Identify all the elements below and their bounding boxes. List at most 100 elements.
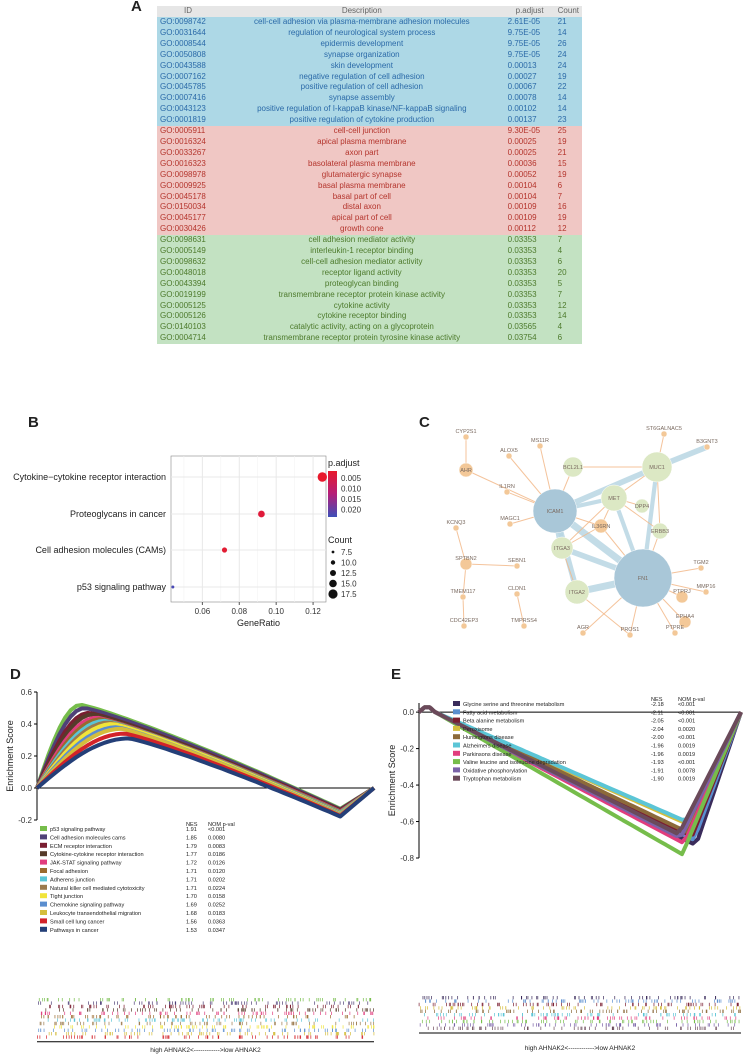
legend-swatch (40, 910, 47, 915)
legend-nes: -2.18 (651, 702, 664, 708)
legend-series-name: Cell adhesion molecules cams (50, 835, 126, 841)
cell-desc: distal axon (219, 202, 505, 214)
table-row: GO:0045177 apical part of cell 0.00109 19 (157, 213, 582, 225)
network-node (613, 548, 673, 608)
table-row: GO:0098631 cell adhesion mediator activit… (157, 235, 582, 247)
legend-series-name: ECM receptor interaction (50, 844, 112, 850)
gene-label: SPTBN2 (455, 556, 476, 562)
cell-count: 7 (554, 191, 582, 203)
cell-count: 25 (554, 126, 582, 137)
size-legend-dot (328, 589, 338, 599)
y-axis-title: Enrichment Score (5, 720, 15, 792)
legend-nes: 1.70 (186, 894, 197, 900)
cell-count: 6 (554, 256, 582, 268)
go-enrichment-table: ID Description p.adjust Count GO:0098742… (157, 6, 582, 345)
cell-id: GO:0043588 (157, 60, 219, 72)
network-node (641, 451, 673, 483)
size-legend-dot (330, 570, 336, 576)
header-id: ID (157, 6, 219, 17)
gene-label: MAGC1 (500, 516, 520, 522)
legend-series-name: Beta alanine metabolism (463, 719, 525, 725)
network-node (513, 590, 521, 598)
network-node (703, 443, 711, 451)
legend-nes: 1.69 (186, 903, 197, 909)
legend-nes: 1.71 (186, 877, 197, 883)
cell-count: 5 (554, 278, 582, 290)
network-node (697, 564, 705, 572)
y-tick-label: 0.0 (403, 708, 415, 717)
legend-pval: 0.0363 (208, 919, 225, 925)
cell-padj: 0.03353 (504, 256, 555, 268)
cell-padj: 0.00052 (504, 169, 555, 181)
header-count: Count (554, 6, 582, 17)
table-row: GO:0098742 cell-cell adhesion via plasma-… (157, 17, 582, 28)
cell-padj: 0.03353 (504, 300, 555, 312)
table-row: GO:0016323 basolateral plasma membrane 0.0… (157, 158, 582, 170)
header-description: Description (219, 6, 505, 17)
size-legend-label: 15.0 (341, 580, 357, 589)
table-row: GO:0150034 distal axon 0.00109 16 (157, 202, 582, 214)
table-row: GO:0005149 interleukin-1 receptor binding… (157, 246, 582, 257)
gene-label: ALOX5 (500, 448, 518, 454)
gene-label: PTPRE (666, 625, 685, 631)
panel-label-b: B (28, 414, 39, 431)
legend-swatch (453, 701, 460, 706)
network-node (678, 615, 692, 629)
network-node (462, 433, 470, 441)
table-row: GO:0098978 glutamatergic synapse 0.00052 19 (157, 169, 582, 181)
network-node (600, 484, 628, 512)
legend-series-name: Oxidative phosphorylation (463, 768, 527, 774)
x-tick-label: 0.08 (231, 607, 247, 616)
legend-series-name: Fatty acid metabolism (463, 710, 518, 716)
color-scale-label: 0.010 (341, 485, 362, 494)
legend-pval: 0.0186 (208, 852, 225, 858)
size-legend-label: 7.5 (341, 548, 353, 557)
cell-desc: cell-cell adhesion via plasma-membrane a… (219, 17, 505, 28)
panel-label-e: E (391, 666, 402, 683)
cell-desc: interleukin-1 receptor binding (219, 246, 505, 257)
enrichment-curve (417, 705, 743, 857)
legend-pval: 0.0020 (678, 727, 695, 733)
cell-count: 21 (554, 147, 582, 159)
table-row: GO:0045178 basal part of cell 0.00104 7 (157, 191, 582, 203)
cell-id: GO:0045785 (157, 82, 219, 94)
cell-count: 21 (554, 17, 582, 28)
legend-pval: 0.0019 (678, 777, 695, 783)
legend-nes: 1.71 (186, 869, 197, 875)
cell-padj: 0.00025 (504, 136, 555, 148)
legend-nes: 1.77 (186, 852, 197, 858)
panel-label-c: C (419, 414, 430, 431)
legend-pval: 0.0347 (208, 928, 225, 934)
cell-desc: cytokine receptor binding (219, 311, 505, 323)
legend-color-title: p.adjust (328, 458, 360, 468)
table-row: GO:0007162 negative regulation of cell ad… (157, 71, 582, 83)
category-label: Proteoglycans in cancer (70, 509, 166, 519)
legend-series-name: Parkinsons disease (463, 752, 512, 758)
legend-swatch (453, 742, 460, 748)
cell-padj: 0.00137 (504, 115, 555, 127)
cell-padj: 0.03754 (504, 333, 555, 345)
legend-series-name: Alzheimers disease (463, 744, 512, 750)
legend-swatch (40, 842, 47, 848)
network-node (459, 593, 467, 601)
gene-label: IL36RN (592, 524, 611, 530)
cell-desc: cell-cell junction (219, 126, 505, 137)
cell-desc: basal part of cell (219, 191, 505, 203)
category-label: p53 signaling pathway (77, 582, 167, 592)
legend-pval: 0.0252 (208, 903, 225, 909)
legend-header-nes: NES (651, 697, 663, 703)
network-node (550, 536, 574, 560)
network-node (460, 622, 468, 630)
legend-nes: -2.05 (651, 719, 664, 725)
network-edge (462, 596, 465, 627)
gene-label: DPP4 (635, 504, 649, 510)
x-tick-label: 0.10 (268, 607, 284, 616)
cell-id: GO:0016324 (157, 136, 219, 148)
cell-id: GO:0004714 (157, 333, 219, 345)
cell-desc: synapse assembly (219, 93, 505, 105)
cell-desc: basolateral plasma membrane (219, 158, 505, 170)
cell-id: GO:0007162 (157, 71, 219, 83)
cell-count: 15 (554, 158, 582, 170)
